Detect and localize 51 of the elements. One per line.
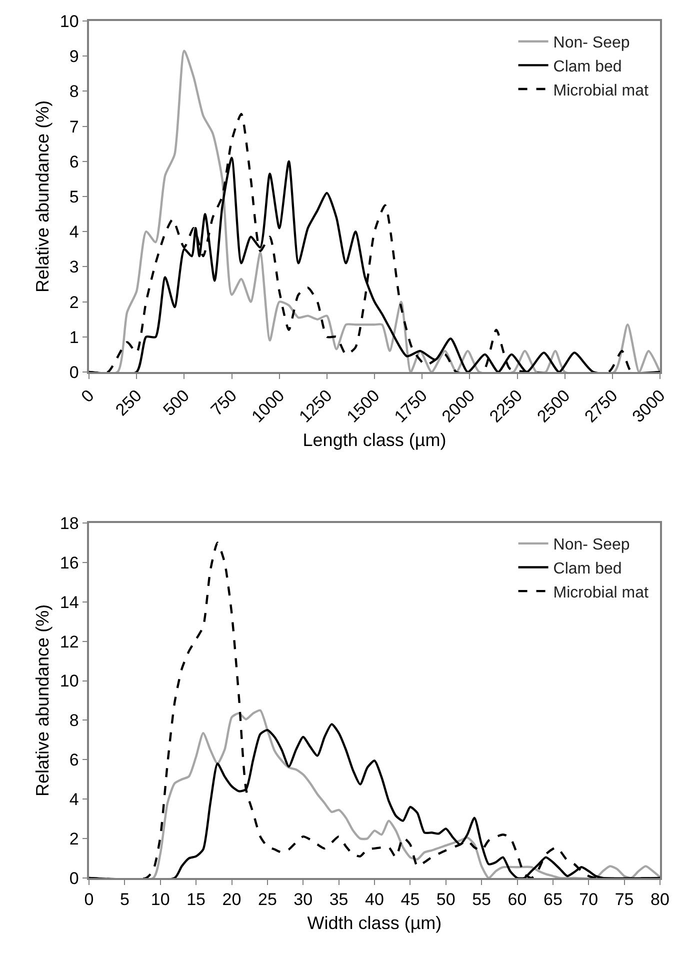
legend-label: Non- Seep (553, 34, 630, 52)
x-tick-label: 65 (543, 890, 562, 910)
x-tick-label: 75 (614, 890, 634, 910)
y-tick-label: 18 (60, 514, 79, 533)
x-tick-label: 750 (207, 386, 241, 420)
y-tick-label: 8 (69, 82, 79, 102)
y-tick-label: 8 (69, 711, 79, 730)
y-tick-label: 4 (69, 222, 79, 242)
y-tick-label: 10 (60, 12, 79, 31)
y-tick-label: 4 (69, 790, 79, 810)
y-tick-label: 0 (69, 362, 79, 382)
y-tick-label: 2 (69, 830, 79, 849)
y-tick-label: 6 (69, 750, 79, 770)
x-tick-label: 10 (150, 890, 170, 910)
x-tick-label: 35 (329, 890, 348, 910)
x-tick-label: 0 (84, 890, 94, 910)
x-tick-label: 20 (222, 890, 242, 910)
x-tick-label: 25 (258, 890, 277, 910)
y-tick-label: 12 (60, 632, 79, 652)
legend-label: Clam bed (553, 560, 622, 578)
x-axis-title: Length class (µm) (302, 430, 446, 450)
x-tick-label: 60 (508, 890, 527, 910)
x-tick-label: 45 (400, 890, 420, 910)
y-tick-label: 9 (69, 47, 79, 66)
x-tick-label: 70 (579, 890, 598, 910)
legend-label: Microbial mat (553, 584, 649, 602)
x-tick-label: 80 (650, 890, 670, 910)
y-tick-label: 2 (69, 292, 79, 312)
legend-label: Non- Seep (553, 536, 630, 554)
legend-label: Microbial mat (553, 82, 649, 100)
y-axis-title: Relative abundance (%) (32, 100, 53, 293)
y-tick-label: 10 (60, 672, 79, 691)
y-tick-label: 1 (69, 328, 79, 347)
y-tick-label: 16 (60, 553, 79, 572)
x-tick-label: 250 (112, 386, 146, 420)
legend-label: Clam bed (553, 58, 622, 76)
y-tick-label: 14 (60, 592, 79, 612)
y-tick-label: 6 (69, 152, 79, 172)
x-tick-label: 15 (186, 890, 206, 910)
x-tick-label: 500 (160, 386, 194, 420)
y-tick-label: 5 (69, 187, 79, 206)
y-tick-label: 0 (69, 868, 79, 888)
x-tick-label: 5 (120, 890, 130, 910)
x-axis-title: Width class (µm) (307, 912, 442, 933)
y-tick-label: 3 (69, 258, 79, 277)
x-tick-label: 40 (365, 890, 384, 910)
x-tick-label: 30 (294, 890, 313, 910)
y-tick-label: 7 (69, 117, 79, 136)
x-tick-label: 55 (472, 890, 492, 910)
y-axis-title: Relative abundance (%) (32, 604, 53, 797)
x-tick-label: 50 (436, 890, 456, 910)
